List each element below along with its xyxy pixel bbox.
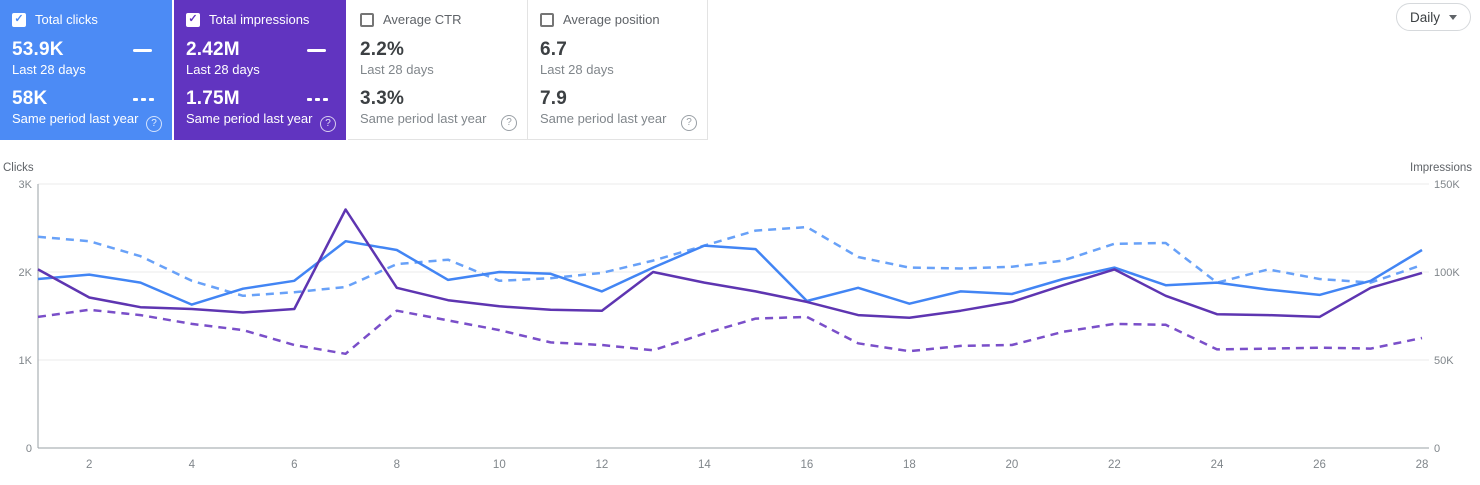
series-line-clicks-current	[37, 239, 1423, 306]
x-axis-tick-label: 24	[1211, 459, 1224, 471]
series-line-impressions-previous	[37, 308, 1423, 356]
x-axis-tick-label: 18	[903, 459, 916, 471]
metric-value: 6.7	[540, 39, 568, 60]
help-icon[interactable]: ?	[146, 116, 162, 132]
x-axis-tick-label: 4	[189, 459, 196, 471]
average-position-checkbox[interactable]	[540, 12, 554, 27]
compare-value: 7.9	[540, 88, 568, 109]
checkmark-icon: ✓	[14, 13, 24, 25]
card-label: Total impressions	[209, 12, 310, 27]
x-axis-tick-label: 8	[394, 459, 400, 471]
x-axis-tick-label: 28	[1416, 459, 1429, 471]
compare-caption: Same period last year	[186, 111, 313, 126]
metric-value: 2.2%	[360, 39, 405, 60]
card-average-position[interactable]: Average position 6.7 Last 28 days 7.9 Sa…	[528, 0, 708, 140]
right-axis-title: Impressions	[1410, 162, 1472, 174]
y-axis-tick-label-right: 0	[1434, 443, 1440, 455]
y-axis-tick-label-left: 1K	[19, 355, 33, 367]
y-axis-tick-label-right: 50K	[1434, 355, 1454, 367]
compare-value: 58K	[12, 88, 48, 109]
metric-caption: Last 28 days	[186, 62, 260, 77]
metric-value: 2.42M	[186, 39, 240, 60]
x-axis-tick-label: 26	[1313, 459, 1326, 471]
solid-line-icon	[307, 48, 326, 52]
compare-caption: Same period last year	[360, 111, 487, 126]
compare-caption: Same period last year	[12, 111, 139, 126]
dashed-line-icon	[307, 97, 328, 101]
card-average-ctr[interactable]: Average CTR 2.2% Last 28 days 3.3% Same …	[348, 0, 528, 140]
metric-caption: Last 28 days	[540, 62, 614, 77]
checkmark-icon: ✓	[188, 13, 198, 25]
x-axis-tick-label: 2	[86, 459, 92, 471]
y-axis-tick-label-left: 3K	[19, 179, 33, 191]
compare-caption: Same period last year	[540, 111, 667, 126]
x-axis-tick-label: 16	[800, 459, 813, 471]
y-axis-tick-label-right: 100K	[1434, 267, 1460, 279]
performance-chart[interactable]: 3K 150K 2K 100K 1K 50K 0 0 2 4 6 8 10 12 14 16 18 20 22 24 2…	[0, 155, 1480, 485]
card-total-impressions[interactable]: ✓ Total impressions 2.42M Last 28 days 1…	[174, 0, 346, 140]
metric-value: 53.9K	[12, 39, 64, 60]
chevron-down-icon	[1449, 14, 1457, 20]
card-total-clicks[interactable]: ✓ Total clicks 53.9K Last 28 days 58K Sa…	[0, 0, 172, 140]
y-axis-tick-label-left: 2K	[19, 267, 33, 279]
series-line-impressions-current	[37, 208, 1423, 320]
metric-caption: Last 28 days	[12, 62, 86, 77]
x-axis-tick-label: 6	[291, 459, 297, 471]
help-icon[interactable]: ?	[681, 115, 697, 131]
metric-caption: Last 28 days	[360, 62, 434, 77]
series-line-clicks-previous	[37, 225, 1423, 298]
total-clicks-checkbox[interactable]: ✓	[12, 12, 26, 27]
average-ctr-checkbox[interactable]	[360, 12, 374, 27]
compare-value: 3.3%	[360, 88, 405, 109]
compare-value: 1.75M	[186, 88, 240, 109]
x-axis-tick-label: 14	[698, 459, 711, 471]
card-label: Average CTR	[383, 12, 462, 27]
left-axis-title: Clicks	[3, 162, 34, 174]
x-axis-tick-label: 10	[493, 459, 506, 471]
dashed-line-icon	[133, 97, 154, 101]
total-impressions-checkbox[interactable]: ✓	[186, 12, 200, 27]
solid-line-icon	[133, 48, 152, 52]
granularity-dropdown-label: Daily	[1409, 9, 1440, 25]
granularity-dropdown[interactable]: Daily	[1395, 3, 1471, 31]
metric-cards: ✓ Total clicks 53.9K Last 28 days 58K Sa…	[0, 0, 708, 140]
y-axis-tick-label-right: 150K	[1434, 179, 1460, 191]
x-axis-tick-label: 20	[1006, 459, 1019, 471]
card-label: Average position	[563, 12, 660, 27]
card-label: Total clicks	[35, 12, 98, 27]
help-icon[interactable]: ?	[501, 115, 517, 131]
y-axis-tick-label-left: 0	[26, 443, 32, 455]
help-icon[interactable]: ?	[320, 116, 336, 132]
x-axis-tick-label: 22	[1108, 459, 1121, 471]
x-axis-tick-label: 12	[595, 459, 608, 471]
